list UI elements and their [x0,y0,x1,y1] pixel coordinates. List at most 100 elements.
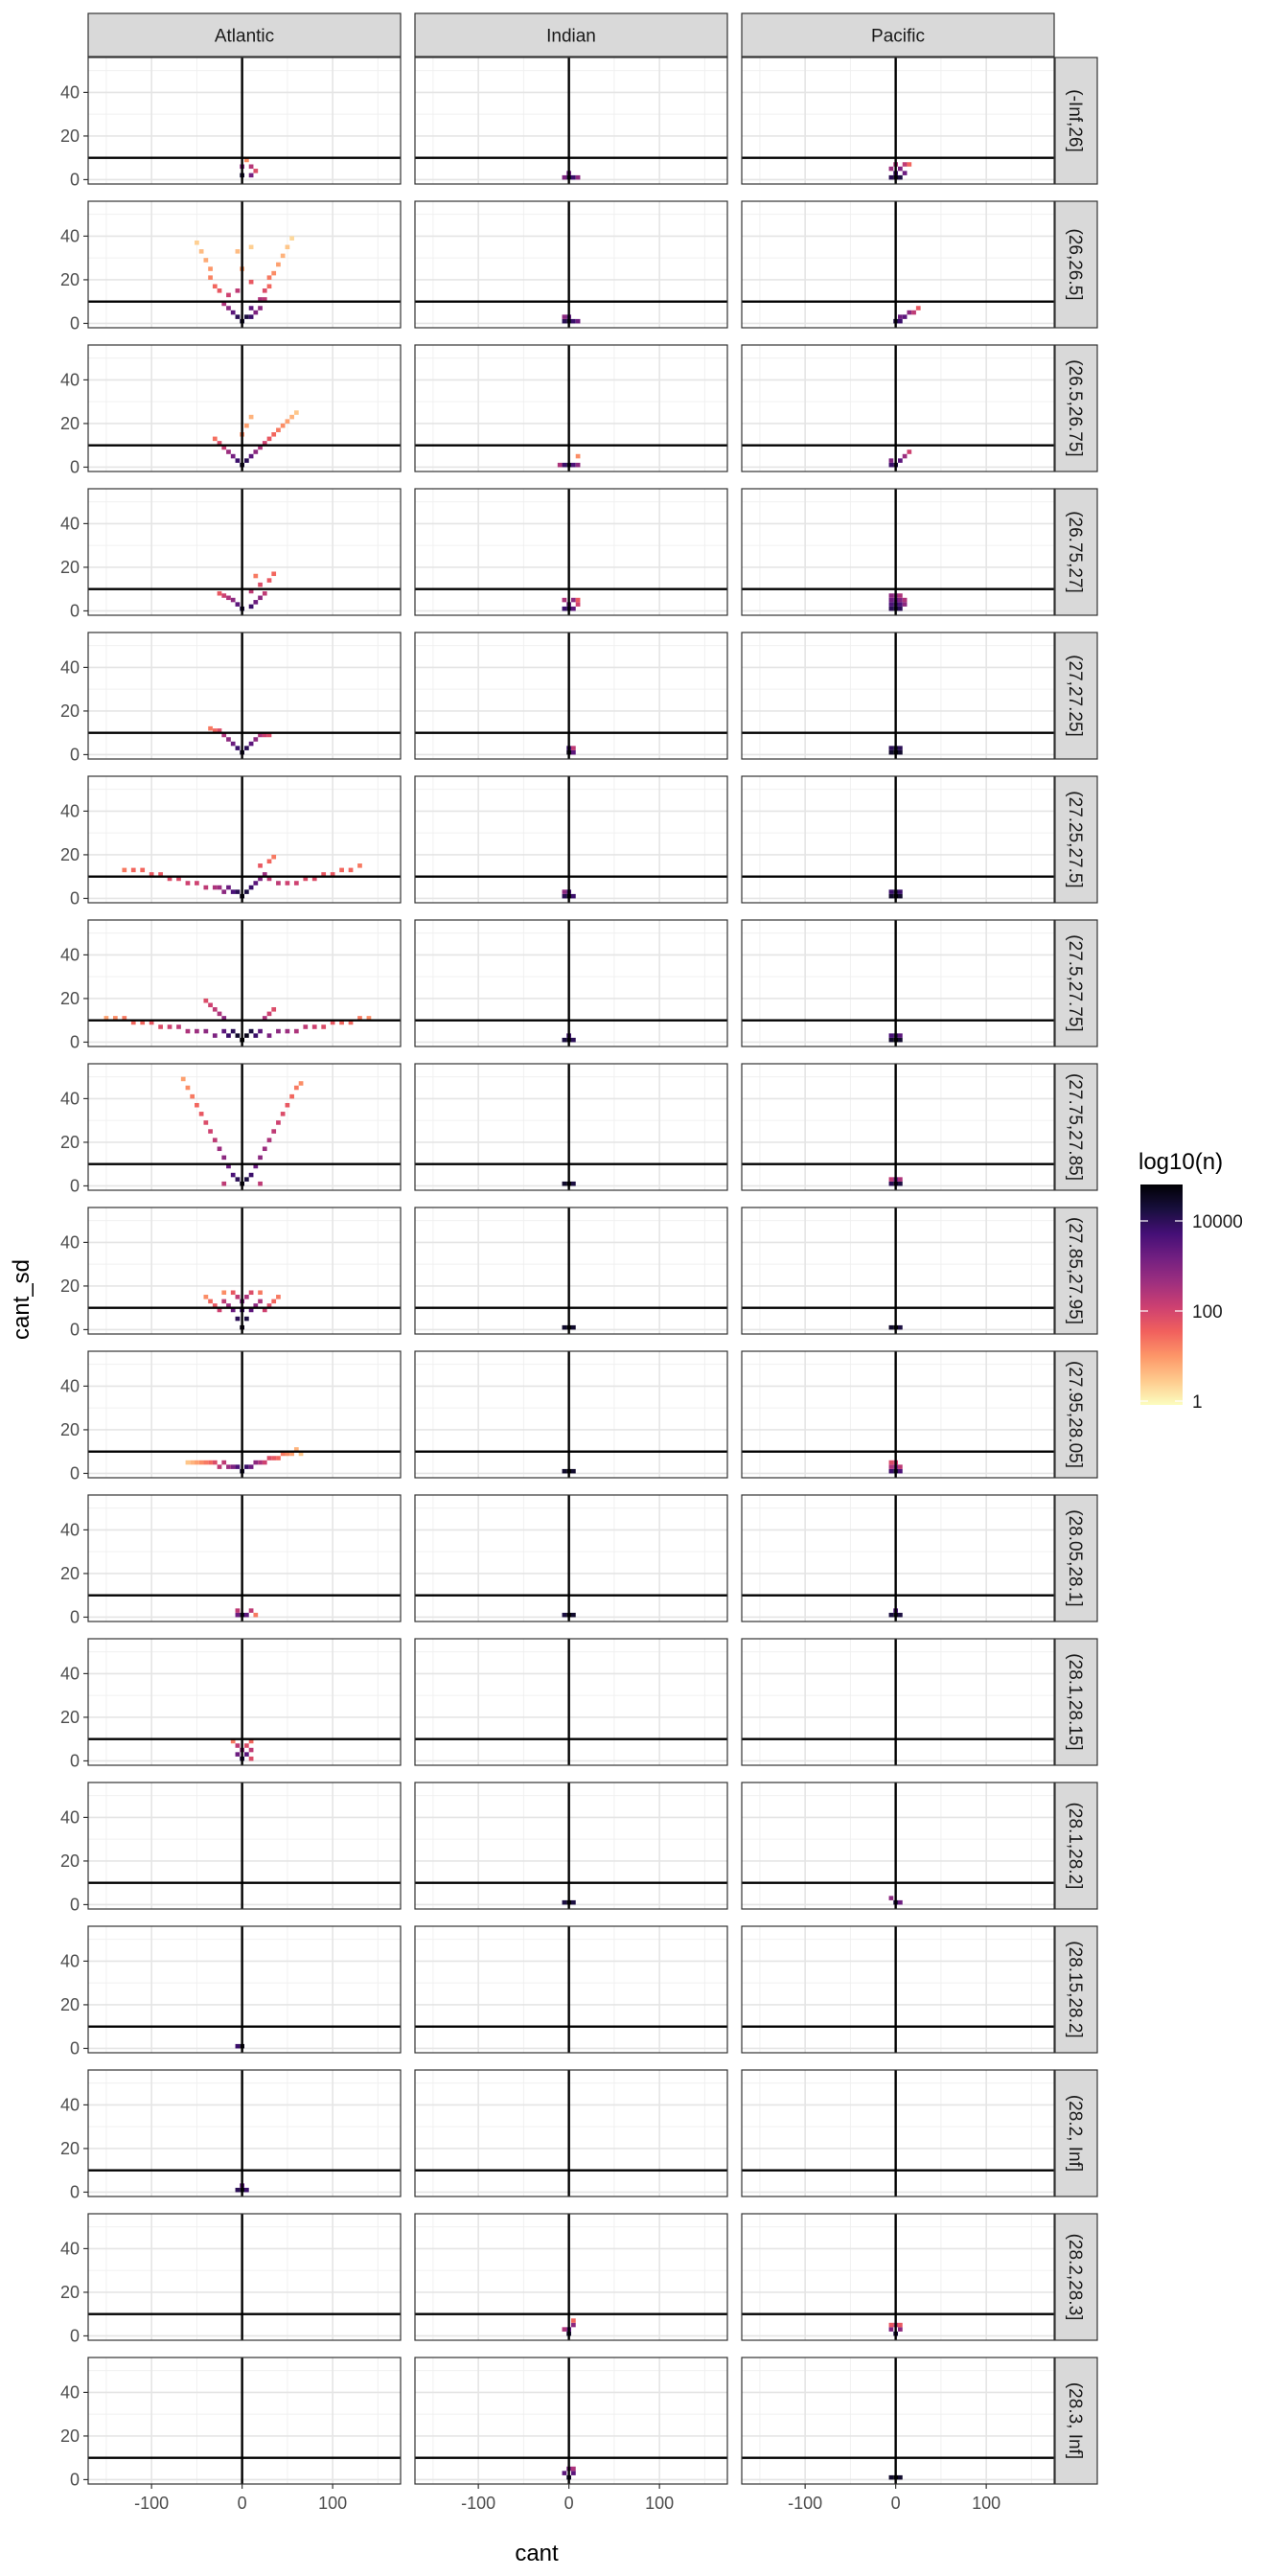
legend-tick-label: 100 [1192,1302,1223,1322]
heatmap-tile [248,741,254,747]
panel-background [742,2358,1054,2484]
panel-background [742,1351,1054,1478]
y-tick-label: 0 [70,2182,80,2201]
heatmap-tile [271,1299,277,1304]
heatmap-tile [271,571,277,577]
heatmap-tile [357,863,362,868]
heatmap-tile [271,432,277,437]
heatmap-tile [235,1316,241,1322]
heatmap-tile [230,310,236,315]
heatmap-tile [221,1016,227,1021]
heatmap-tile [258,582,263,587]
heatmap-tile [280,253,286,259]
heatmap-tile [248,306,254,310]
y-tick-label: 40 [60,1807,80,1827]
heatmap-tile [888,893,894,899]
facet-panel [87,775,402,904]
heatmap-tile [293,1447,299,1452]
heatmap-tile [248,1028,254,1034]
facet-panel [414,1638,728,1766]
heatmap-tile [248,1747,254,1753]
heatmap-tile [898,166,903,172]
heatmap-tile [195,240,199,245]
facet-row-strip: (26.5,26.75] [1054,344,1098,472]
heatmap-tile [562,1899,567,1905]
heatmap-tile [235,889,241,894]
heatmap-tile [293,410,299,415]
heatmap-tile [235,1177,241,1182]
heatmap-tile [185,1028,191,1034]
heatmap-tile [266,284,272,289]
panel-border [87,344,402,472]
facet-row-strip: (26.75,27] [1054,488,1098,616]
heatmap-tile [226,1464,231,1469]
y-axis-title: cant_sd [9,1259,34,1340]
heatmap-tile [217,441,222,446]
heatmap-tile [258,1460,263,1465]
facet-panel [87,1350,402,1479]
panel-background [88,1064,401,1190]
facet-panel [741,57,1055,185]
y-tick-label: 0 [70,601,80,620]
heatmap-tile [235,602,241,607]
row-strip-label: (28.2,28.3] [1065,2234,1085,2321]
heatmap-tile [248,279,254,285]
heatmap-tile [195,1460,199,1465]
heatmap-tile [203,1120,209,1125]
heatmap-tile [208,725,213,731]
y-tick-label: 20 [60,2426,80,2446]
heatmap-tile [104,1016,109,1021]
panel-border [741,1782,1055,1910]
heatmap-tile [303,876,309,882]
row-strip-background [1054,200,1098,329]
heatmap-tile [562,1181,567,1186]
heatmap-tile [262,1460,267,1465]
heatmap-tile [230,453,236,459]
heatmap-tile [221,593,227,598]
panel-background [742,1926,1054,2053]
y-tick-label: 20 [60,845,80,864]
heatmap-tile [888,749,894,755]
heatmap-tile [898,1468,903,1474]
heatmap-tile [195,881,199,886]
panel-background [415,58,727,184]
facet-panel [414,2069,728,2197]
y-tick-label: 20 [60,989,80,1008]
facet-panel [87,1063,402,1191]
heatmap-tile [244,423,249,428]
heatmap-tile [253,310,259,315]
heatmap-tile [221,445,227,450]
heatmap-tile [571,746,576,750]
heatmap-tile [562,2471,567,2475]
heatmap-tile [140,867,146,873]
row-strip-background [1054,488,1098,616]
heatmap-tile [244,2187,249,2193]
row-strip-background [1054,344,1098,472]
row-strip-label: (26.75,27] [1065,511,1085,593]
panel-border [741,1638,1055,1766]
heatmap-tile [221,732,227,738]
heatmap-tile [330,872,335,877]
heatmap-tile [271,1456,277,1460]
panel-border [87,2069,402,2197]
facet-panel [87,57,402,185]
heatmap-tile [230,1172,236,1178]
heatmap-tile [244,1612,249,1618]
heatmap-tile [248,314,254,319]
panel-background [742,776,1054,903]
heatmap-tile [285,419,290,424]
heatmap-tile [266,1456,272,1460]
heatmap-tile [248,885,254,890]
heatmap-tile [571,1899,576,1905]
heatmap-tile [217,1011,222,1017]
heatmap-tile [235,1743,241,1748]
y-tick-label: 40 [60,82,80,102]
y-tick-label: 20 [60,702,80,721]
heatmap-tile [280,1451,286,1457]
heatmap-tile [575,318,581,324]
heatmap-tile [562,889,567,894]
heatmap-tile [888,174,894,180]
heatmap-tile [253,1163,259,1169]
y-tick-label: 20 [60,1564,80,1583]
y-tick-label: 20 [60,414,80,433]
